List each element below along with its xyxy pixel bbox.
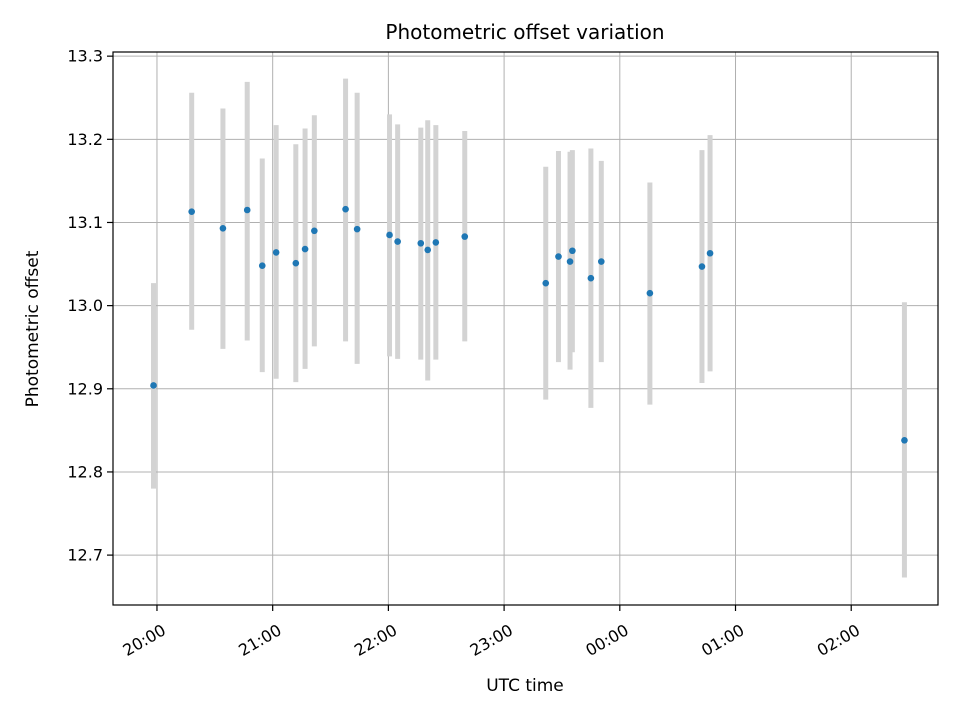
x-tick-label: 23:00 (467, 620, 516, 660)
y-axis: 12.7 12.8 12.9 13.0 13.1 13.2 13.3 (67, 47, 113, 565)
y-tick-label: 12.7 (67, 546, 103, 565)
y-tick-label: 13.0 (67, 296, 103, 315)
data-point (386, 231, 393, 239)
y-tick-label: 13.3 (67, 47, 103, 66)
data-points (150, 205, 908, 444)
y-tick-label: 12.8 (67, 462, 103, 481)
error-bars (150, 78, 907, 578)
data-point (258, 262, 266, 270)
x-axis-label: UTC time (486, 676, 564, 696)
data-point (706, 249, 714, 257)
data-point (219, 224, 227, 232)
x-tick-label: 20:00 (120, 620, 169, 660)
data-point (569, 247, 576, 255)
data-point (353, 225, 361, 233)
data-point (292, 259, 300, 267)
data-point (555, 253, 562, 260)
data-point (150, 382, 157, 389)
x-tick-label: 01:00 (698, 620, 747, 660)
x-axis: 20:00 21:00 22:00 23:00 00:00 01:00 02:00 (120, 605, 863, 660)
grid (113, 52, 938, 605)
data-point (394, 238, 401, 245)
plot-frame (112, 51, 939, 606)
data-point (243, 206, 251, 214)
data-point (432, 239, 440, 246)
data-point (542, 279, 550, 287)
data-point (424, 246, 432, 254)
y-axis-label: Photometric offset (23, 250, 43, 407)
data-point (646, 289, 654, 297)
data-point (901, 437, 908, 444)
x-tick-label: 22:00 (351, 620, 400, 660)
data-point (698, 263, 706, 270)
data-point (461, 233, 469, 240)
data-point (188, 208, 195, 215)
y-tick-label: 13.1 (67, 213, 103, 232)
data-point (301, 245, 309, 253)
data-point (597, 258, 605, 265)
data-point (587, 274, 595, 282)
data-point (342, 205, 349, 213)
x-tick-label: 00:00 (582, 620, 631, 660)
chart-title: Photometric offset variation (385, 20, 664, 44)
data-point (566, 258, 574, 265)
y-tick-label: 13.2 (67, 130, 103, 149)
data-point (417, 239, 425, 247)
x-tick-label: 02:00 (814, 620, 863, 660)
data-point (311, 227, 318, 235)
y-tick-label: 12.9 (67, 379, 103, 398)
x-tick-label: 21:00 (235, 620, 284, 660)
data-point (272, 249, 280, 256)
